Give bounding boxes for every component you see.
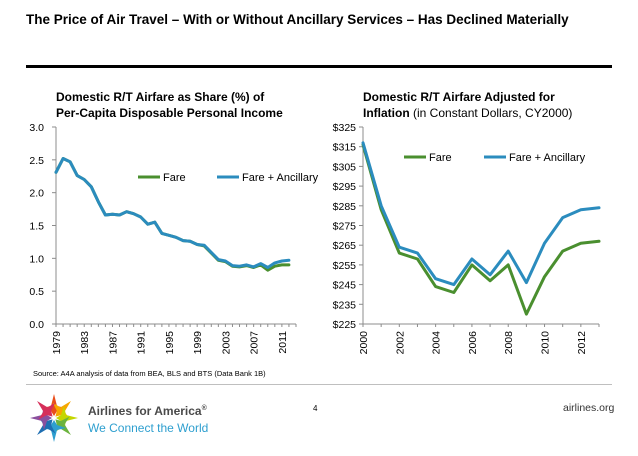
chart2-x-tick-label: 2002 xyxy=(394,331,406,355)
chart2-legend-fare-ancillary-label: Fare + Ancillary xyxy=(509,152,586,164)
chart2-series-fare-line xyxy=(361,143,601,316)
chart1-x-tick-label: 1983 xyxy=(79,331,91,355)
chart2-series-fare-ancillary-line xyxy=(361,141,601,287)
chart1-x-tick-label: 2003 xyxy=(220,331,232,355)
chart2-y-tick-label: $245 xyxy=(333,280,357,292)
title-divider xyxy=(26,65,612,68)
chart1-title-line2: Per-Capita Disposable Personal Income xyxy=(56,106,283,120)
brand-name: Airlines for America® xyxy=(88,404,207,418)
chart1-x-tick-label: 2007 xyxy=(249,331,261,355)
chart1-x-tick-label: 1999 xyxy=(192,331,204,355)
chart1-y-tick-label: 0.5 xyxy=(29,286,44,298)
chart2-title-line2-suffix: (in Constant Dollars, CY2000) xyxy=(413,106,573,120)
chart1-y-tick-label: 3.0 xyxy=(29,122,44,134)
chart1-legend-fare-ancillary-label: Fare + Ancillary xyxy=(242,172,319,184)
chart2-y-tick-label: $285 xyxy=(333,201,357,213)
chart1-legend-fare-label: Fare xyxy=(163,172,186,184)
chart1-x-tick-label: 1991 xyxy=(136,331,148,355)
chart1-y-tick-label: 0.0 xyxy=(29,319,44,331)
airlines-for-america-logo xyxy=(30,394,78,442)
chart2-x-tick-label: 2010 xyxy=(540,331,552,355)
page-number: 4 xyxy=(313,404,318,413)
chart2-x-tick-label: 2004 xyxy=(431,331,443,355)
chart1-y-tick-label: 2.0 xyxy=(29,188,44,200)
chart2-y-tick-label: $275 xyxy=(333,221,357,233)
footer-divider xyxy=(26,384,612,385)
chart1-y-tick-label: 1.5 xyxy=(29,221,44,233)
chart2-title-line1: Domestic R/T Airfare Adjusted for xyxy=(363,90,555,104)
chart1-x-tick-label: 1987 xyxy=(107,331,119,355)
chart2-legend-fare-label: Fare xyxy=(429,152,452,164)
chart2-x-tick-label: 2006 xyxy=(467,331,479,355)
chart2-title: Domestic R/T Airfare Adjusted for Inflat… xyxy=(363,89,572,121)
brand-name-text: Airlines for America xyxy=(88,404,202,418)
chart2-y-tick-label: $325 xyxy=(333,122,357,134)
chart1-y-tick-label: 1.0 xyxy=(29,253,44,265)
slide-title: The Price of Air Travel – With or Withou… xyxy=(26,12,569,27)
chart1-x-tick-label: 1995 xyxy=(164,331,176,355)
chart1-y-tick-label: 2.5 xyxy=(29,155,44,167)
chart2-y-tick-label: $315 xyxy=(333,142,357,154)
chart1-title-line1: Domestic R/T Airfare as Share (%) of xyxy=(56,90,265,104)
chart2-y-tick-label: $295 xyxy=(333,181,357,193)
chart2-y-tick-label: $255 xyxy=(333,260,357,272)
brand-mark: ® xyxy=(201,405,207,412)
chart2-y-tick-label: $225 xyxy=(333,319,357,331)
chart1-x-tick-label: 2011 xyxy=(277,331,289,354)
chart2-y-tick-label: $265 xyxy=(333,240,357,252)
chart1-x-tick-label: 1979 xyxy=(51,331,63,355)
website-link[interactable]: airlines.org xyxy=(563,402,615,414)
brand-tagline: We Connect the World xyxy=(88,421,209,435)
source-note: Source: A4A analysis of data from BEA, B… xyxy=(33,369,266,378)
chart2-y-tick-label: $235 xyxy=(333,299,357,311)
chart2-x-tick-label: 2008 xyxy=(503,331,515,355)
chart1-title: Domestic R/T Airfare as Share (%) of Per… xyxy=(56,89,283,121)
chart2-y-tick-label: $305 xyxy=(333,161,357,173)
chart2-x-tick-label: 2012 xyxy=(576,331,588,355)
chart2-title-line2: Inflation xyxy=(363,106,410,120)
chart1-series-fare-ancillary-line xyxy=(54,157,291,269)
chart2-x-tick-label: 2000 xyxy=(358,331,370,355)
